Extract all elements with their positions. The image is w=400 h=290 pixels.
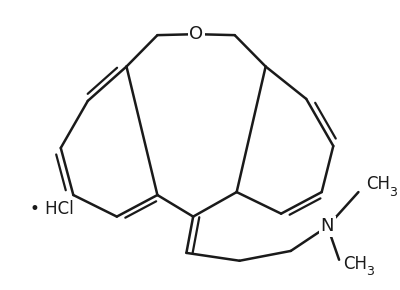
Text: CH: CH (366, 175, 390, 193)
Text: N: N (321, 218, 334, 235)
Text: CH: CH (343, 255, 367, 273)
Text: 3: 3 (389, 186, 397, 199)
Text: • HCl: • HCl (30, 200, 74, 218)
Text: 3: 3 (366, 265, 374, 278)
Text: O: O (189, 25, 203, 43)
